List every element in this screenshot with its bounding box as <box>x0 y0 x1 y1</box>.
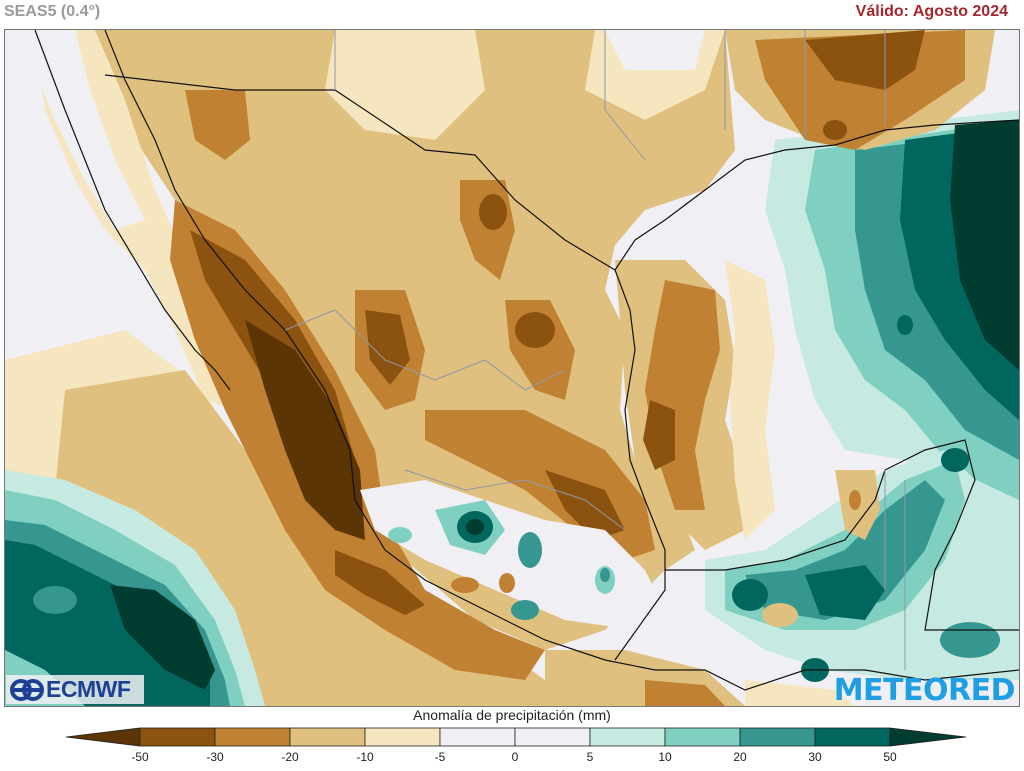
colorbar-tick: -10 <box>356 750 374 764</box>
colorbar-tick: -30 <box>206 750 224 764</box>
ecmwf-logo: ECMWF <box>6 675 144 704</box>
ecmwf-emblem-icon <box>10 678 44 701</box>
colorbar-tick: 30 <box>808 750 822 764</box>
precipitation-anomaly-map <box>4 29 1020 707</box>
colorbar-tick-labels: -50 -30 -20 -10 -5 0 5 10 20 30 50 <box>0 750 1024 768</box>
colorbar-tick: -20 <box>281 750 299 764</box>
colorbar-tick: 10 <box>658 750 672 764</box>
colorbar-tick: -50 <box>131 750 149 764</box>
colorbar <box>66 727 966 747</box>
valid-date-label: Válido: Agosto 2024 <box>855 3 1008 20</box>
ecmwf-logo-text: ECMWF <box>46 676 131 702</box>
colorbar-tick: 20 <box>733 750 747 764</box>
colorbar-tick: 0 <box>511 750 519 764</box>
colorbar-tick: 50 <box>883 750 897 764</box>
colorbar-tick: -5 <box>434 750 446 764</box>
colorbar-title: Anomalía de precipitación (mm) <box>413 707 611 723</box>
meteored-logo: METEORED <box>833 673 1016 708</box>
model-label: SEAS5 (0.4°) <box>4 3 101 20</box>
colorbar-tick: 5 <box>586 750 594 764</box>
